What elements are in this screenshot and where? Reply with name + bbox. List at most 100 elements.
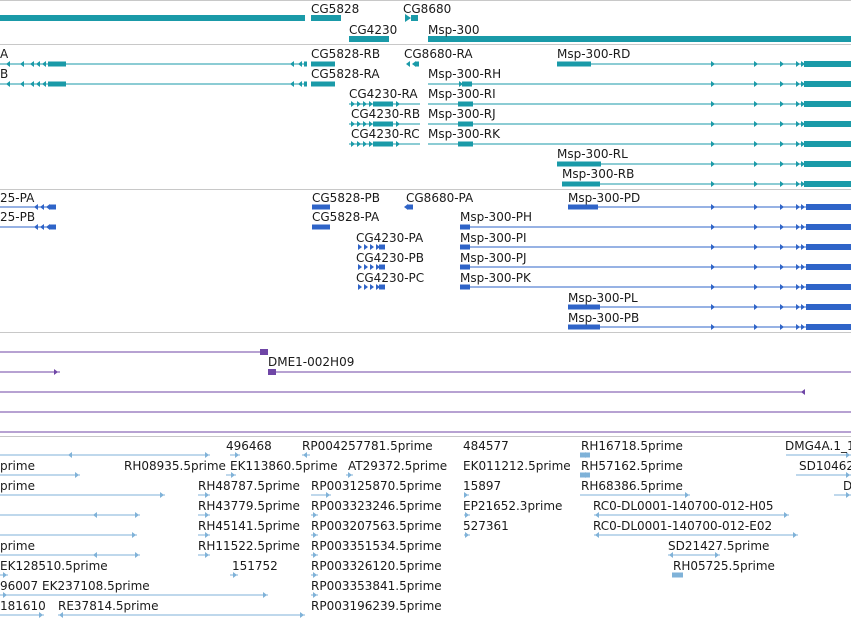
strand-arrow-right[interactable] xyxy=(801,304,805,310)
gene-bar[interactable] xyxy=(428,36,851,42)
strand-arrow-right[interactable] xyxy=(313,512,317,518)
strand-arrow-right[interactable] xyxy=(370,264,374,270)
strand-arrow-right[interactable] xyxy=(205,452,209,458)
strand-arrow-right[interactable] xyxy=(801,204,805,210)
strand-arrow-right[interactable] xyxy=(313,532,317,538)
feature-exon[interactable] xyxy=(408,204,413,210)
feature-exon[interactable] xyxy=(304,81,307,87)
strand-arrow-right[interactable] xyxy=(801,101,805,107)
transcript-label[interactable]: B xyxy=(0,67,9,81)
est-label[interactable]: 181610 xyxy=(0,599,46,613)
est-label[interactable]: RC0-DL0001-140700-012-E02 xyxy=(593,519,773,533)
feature-exon[interactable] xyxy=(379,244,385,250)
transcript-label[interactable]: CG4230-RA xyxy=(349,87,418,101)
est-label[interactable]: RH43779.5prime xyxy=(198,499,300,513)
strand-arrow-right[interactable] xyxy=(754,244,758,250)
gene-label[interactable]: CG8680 xyxy=(403,2,452,16)
strand-arrow-left[interactable] xyxy=(34,204,38,210)
est-label[interactable]: RE37814.5prime xyxy=(58,599,159,613)
feature-exon[interactable] xyxy=(460,244,470,250)
gene-bar[interactable] xyxy=(311,15,341,21)
strand-arrow-right[interactable] xyxy=(796,61,800,67)
strand-arrow-left[interactable] xyxy=(59,612,63,618)
strand-arrow-right[interactable] xyxy=(711,304,715,310)
protein-label[interactable]: CG5828-PB xyxy=(312,191,381,205)
feature-exon[interactable] xyxy=(312,224,330,230)
strand-arrow-right[interactable] xyxy=(754,204,758,210)
feature-exon[interactable] xyxy=(311,61,335,67)
strand-arrow-right[interactable] xyxy=(711,324,715,330)
strand-arrow-left[interactable] xyxy=(6,81,10,87)
gene-label[interactable]: Msp-300 xyxy=(428,23,480,37)
est-label[interactable]: RH48787.5prime xyxy=(198,479,300,493)
strand-arrow-left[interactable] xyxy=(42,61,46,67)
strand-arrow-right[interactable] xyxy=(796,244,800,250)
strand-arrow-right[interactable] xyxy=(358,244,362,250)
strand-arrow-right[interactable] xyxy=(796,121,800,127)
strand-arrow-right[interactable] xyxy=(711,161,715,167)
clone-end[interactable] xyxy=(260,349,268,355)
strand-arrow-right[interactable] xyxy=(793,532,797,538)
strand-arrow-right[interactable] xyxy=(801,244,805,250)
feature-exon[interactable] xyxy=(458,141,473,147)
strand-arrow-right[interactable] xyxy=(711,121,715,127)
strand-arrow-right[interactable] xyxy=(780,121,784,127)
strand-arrow-right[interactable] xyxy=(160,492,164,498)
feature-exon[interactable] xyxy=(373,121,393,127)
strand-arrow-left[interactable] xyxy=(36,81,40,87)
strand-arrow-right[interactable] xyxy=(364,244,368,250)
feature-exon[interactable] xyxy=(806,264,851,270)
feature-exon[interactable] xyxy=(379,284,385,290)
strand-arrow-right[interactable] xyxy=(376,264,380,270)
strand-arrow-right[interactable] xyxy=(75,472,79,478)
transcript-label[interactable]: Msp-300-RJ xyxy=(428,107,496,121)
strand-arrow-right[interactable] xyxy=(754,224,758,230)
transcript-label[interactable]: Msp-300-RI xyxy=(428,87,496,101)
strand-arrow-right[interactable] xyxy=(846,472,850,478)
strand-arrow-right[interactable] xyxy=(348,472,352,478)
feature-exon[interactable] xyxy=(373,101,393,107)
strand-arrow-left[interactable] xyxy=(93,552,97,558)
strand-arrow-right[interactable] xyxy=(465,532,469,538)
strand-arrow-right[interactable] xyxy=(754,161,758,167)
est-label[interactable]: RH16718.5prime xyxy=(581,439,683,453)
est-label[interactable]: RP003125870.5prime xyxy=(311,479,442,493)
est-label[interactable]: 496468 xyxy=(226,439,272,453)
strand-arrow-left[interactable] xyxy=(298,81,302,87)
gene-bar[interactable] xyxy=(411,15,418,21)
est-label[interactable]: RC0-DL0001-140700-012-H05 xyxy=(593,499,774,513)
strand-arrow-right[interactable] xyxy=(357,101,361,107)
protein-label[interactable]: Msp-300-PL xyxy=(568,291,638,305)
transcript-label[interactable]: Msp-300-RL xyxy=(557,147,628,161)
strand-arrow-right[interactable] xyxy=(711,81,715,87)
strand-arrow-right[interactable] xyxy=(801,224,805,230)
feature-exon[interactable] xyxy=(460,264,470,270)
feature-exon[interactable] xyxy=(50,224,56,230)
strand-arrow-right[interactable] xyxy=(351,121,355,127)
est-label[interactable]: 527361 xyxy=(463,519,509,533)
transcript-label[interactable]: Msp-300-RB xyxy=(562,167,635,181)
strand-arrow-right[interactable] xyxy=(326,492,330,498)
strand-arrow-left[interactable] xyxy=(30,81,34,87)
protein-label[interactable]: CG4230-PA xyxy=(356,231,424,245)
protein-label[interactable]: Msp-300-PI xyxy=(460,231,527,245)
strand-arrow-left[interactable] xyxy=(6,61,10,67)
strand-arrow-right[interactable] xyxy=(300,612,304,618)
strand-arrow-right[interactable] xyxy=(358,284,362,290)
feature-exon[interactable] xyxy=(804,61,851,67)
feature-exon[interactable] xyxy=(806,324,851,330)
strand-arrow-left[interactable] xyxy=(40,204,44,210)
strand-arrow-right[interactable] xyxy=(363,141,367,147)
feature-exon[interactable] xyxy=(580,472,590,478)
est-label[interactable]: RH08935.5prime xyxy=(124,459,226,473)
strand-arrow-right[interactable] xyxy=(459,81,463,87)
transcript-label[interactable]: CG5828-RB xyxy=(311,47,381,61)
strand-arrow-right[interactable] xyxy=(780,61,784,67)
transcript-label[interactable]: Msp-300-RH xyxy=(428,67,502,81)
feature-exon[interactable] xyxy=(568,304,600,310)
strand-arrow-right[interactable] xyxy=(780,304,784,310)
protein-label[interactable]: Msp-300-PK xyxy=(460,271,531,285)
strand-arrow-right[interactable] xyxy=(796,204,800,210)
strand-arrow-left[interactable] xyxy=(801,389,805,395)
strand-arrow-right[interactable] xyxy=(54,369,58,375)
